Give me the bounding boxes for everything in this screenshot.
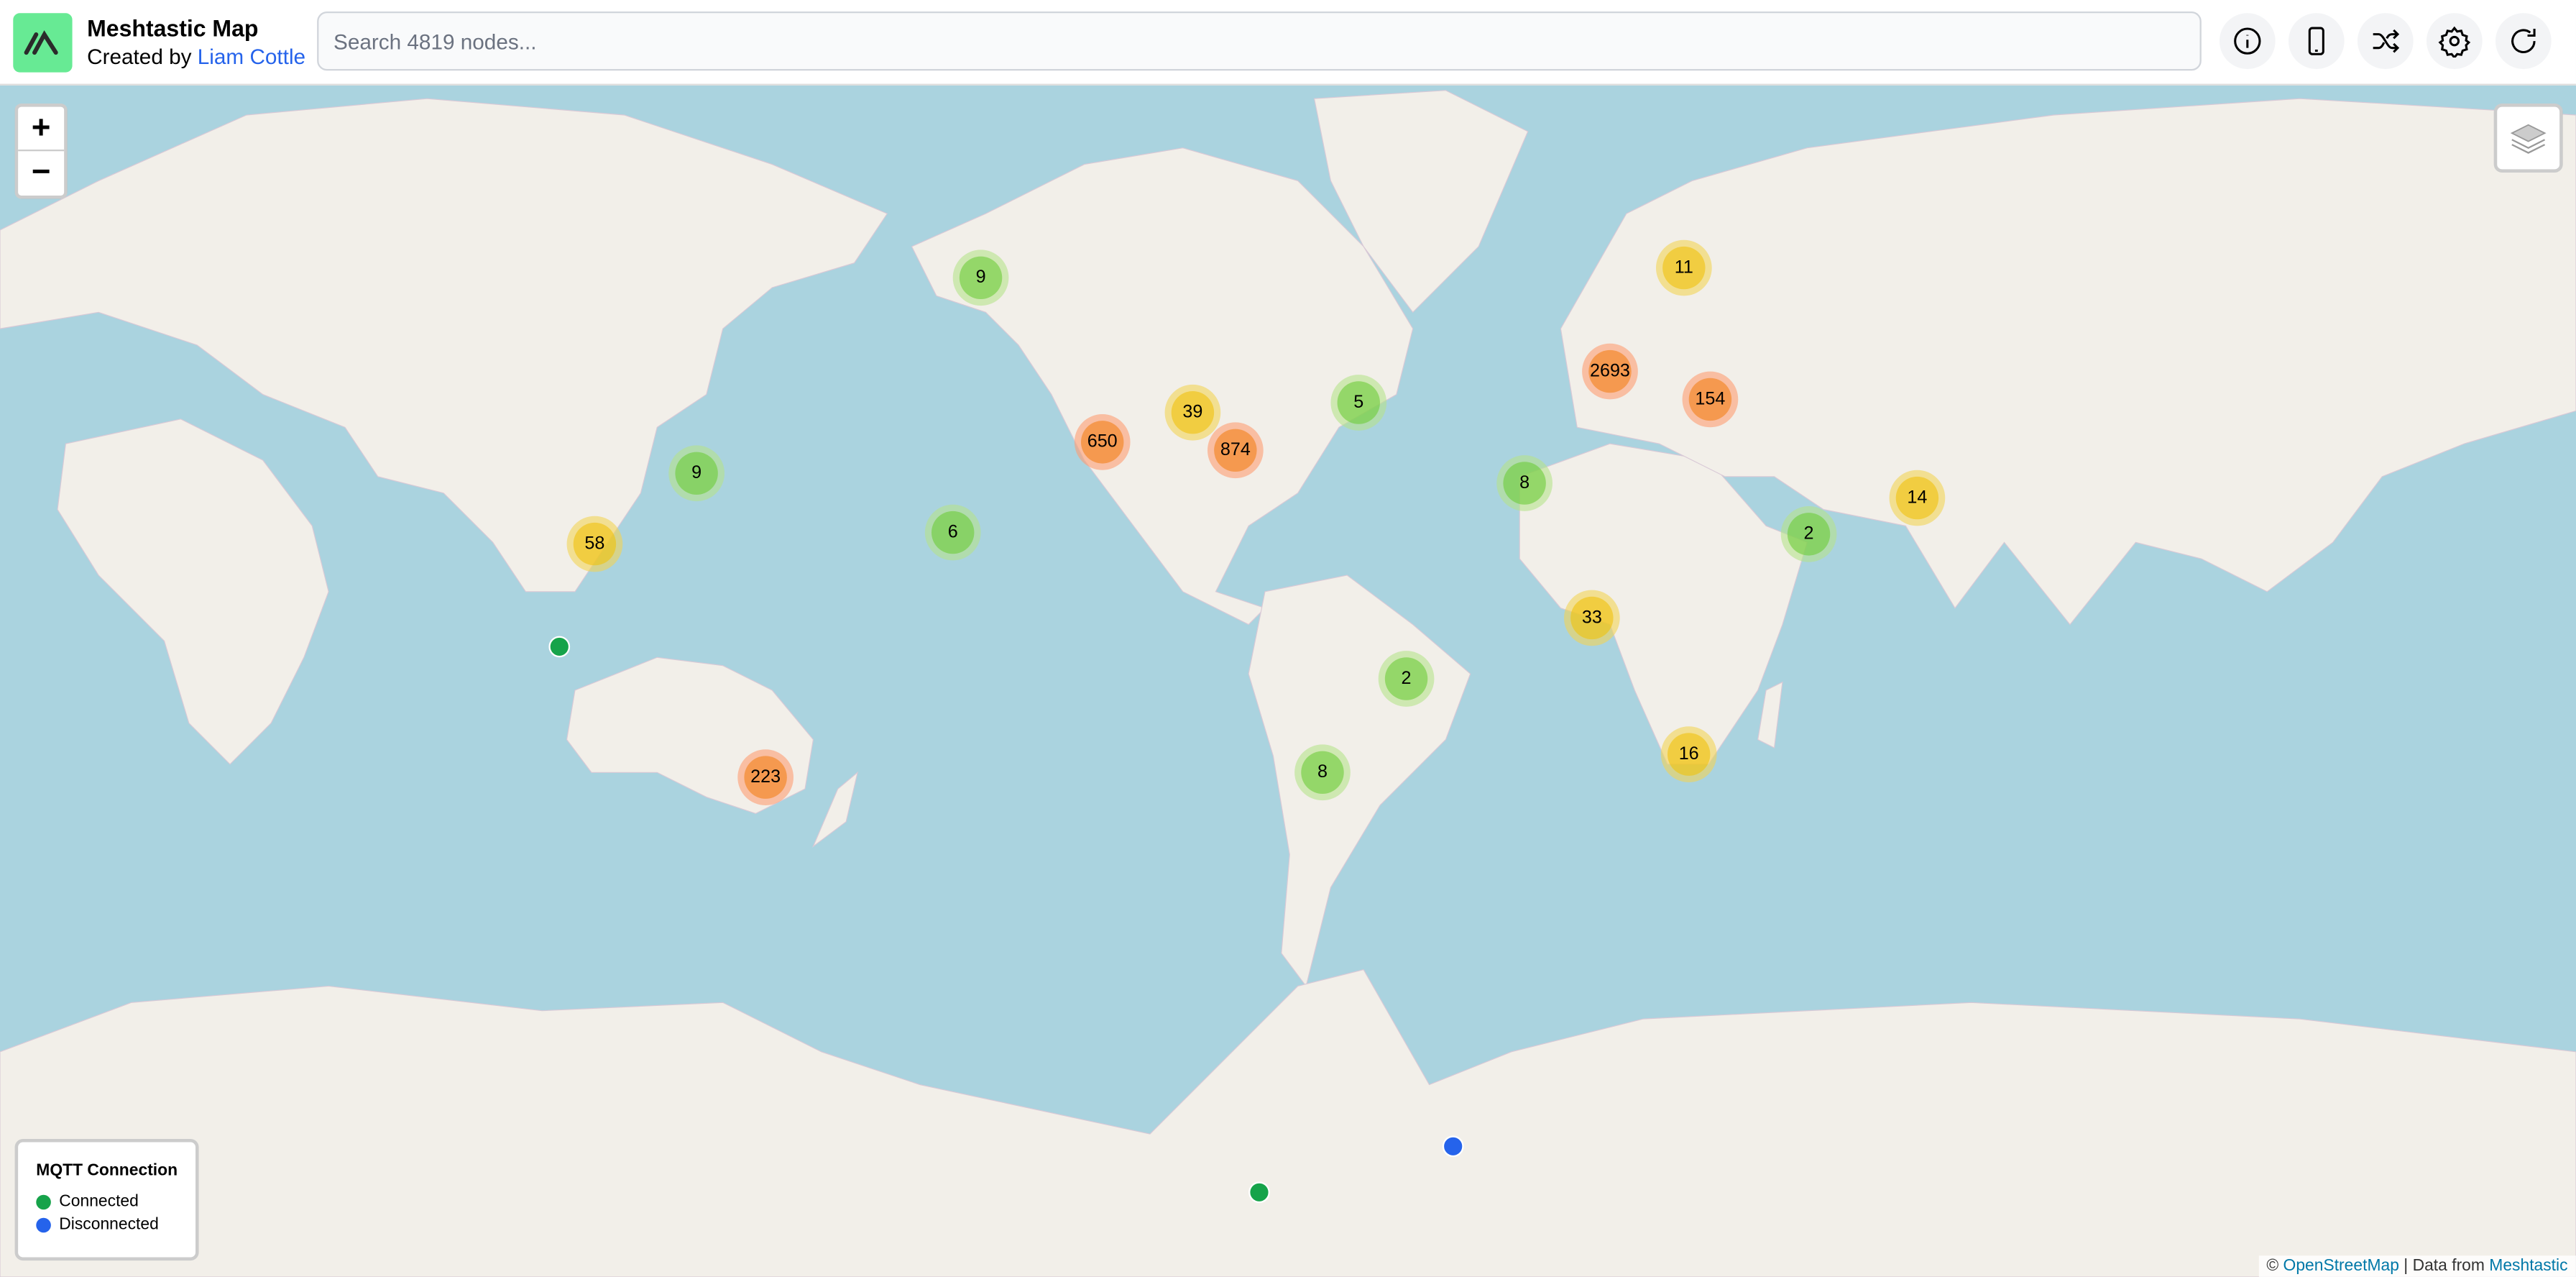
cluster-count: 14 <box>1895 476 1939 520</box>
info-icon <box>2234 27 2261 55</box>
legend-label: Connected <box>59 1193 139 1212</box>
info-button[interactable] <box>2219 13 2276 69</box>
settings-button[interactable] <box>2426 13 2483 69</box>
cluster-count: 8 <box>1301 751 1344 794</box>
cluster-count: 154 <box>1688 377 1732 421</box>
cluster-count: 9 <box>959 256 1003 299</box>
node-cluster[interactable]: 6 <box>924 504 981 561</box>
refresh-button[interactable] <box>2495 13 2552 69</box>
copyright-symbol: © <box>2266 1257 2279 1276</box>
shuffle-button[interactable] <box>2357 13 2414 69</box>
world-map[interactable]: + − 9 11 2693 154 5 39 650 874 9 8 58 6 2 14 33 2 223 8 16… <box>0 87 2576 1277</box>
cluster-count: 9 <box>675 452 718 495</box>
node-cluster[interactable]: 16 <box>1660 726 1717 782</box>
node-cluster[interactable]: 874 <box>1207 422 1264 479</box>
cluster-count: 2 <box>1384 657 1428 700</box>
node-marker-connected[interactable] <box>1248 1181 1270 1204</box>
credit: Created by Liam Cottle <box>87 45 305 69</box>
node-cluster[interactable]: 154 <box>1682 371 1739 428</box>
refresh-icon <box>2511 28 2536 53</box>
node-cluster[interactable]: 2 <box>1378 651 1435 707</box>
cluster-count: 874 <box>1214 429 1257 472</box>
node-cluster[interactable]: 223 <box>737 749 794 805</box>
meshtastic-logo[interactable] <box>13 13 73 73</box>
node-cluster[interactable]: 11 <box>1655 239 1712 296</box>
cluster-count: 11 <box>1662 246 1706 290</box>
shuffle-icon <box>2373 29 2400 53</box>
cluster-count: 650 <box>1080 421 1124 464</box>
asia-west-landmass <box>0 98 888 592</box>
node-cluster[interactable]: 5 <box>1330 375 1387 431</box>
node-cluster[interactable]: 8 <box>1496 455 1552 511</box>
node-cluster[interactable]: 58 <box>566 516 623 572</box>
layers-button[interactable] <box>2493 103 2563 173</box>
new-zealand-landmass <box>812 771 859 848</box>
map-tiles <box>0 90 2576 1277</box>
legend-item-connected: Connected <box>36 1193 196 1212</box>
cluster-count: 39 <box>1171 390 1215 434</box>
node-cluster[interactable]: 650 <box>1074 413 1131 470</box>
node-cluster[interactable]: 8 <box>1294 744 1351 801</box>
search-input[interactable] <box>317 11 2202 71</box>
node-marker-connected[interactable] <box>548 636 571 658</box>
zoom-out-button[interactable]: − <box>31 154 51 191</box>
cluster-count: 2 <box>1787 513 1831 556</box>
node-cluster[interactable]: 9 <box>668 445 724 502</box>
node-cluster[interactable]: 33 <box>1563 590 1620 646</box>
cluster-count: 58 <box>573 522 617 566</box>
created-by-label: Created by <box>87 44 192 69</box>
madagascar-landmass <box>1757 681 1783 749</box>
layers-icon <box>2510 124 2547 154</box>
eurasia-east-landmass <box>1560 98 2576 626</box>
legend-title: MQTT Connection <box>36 1161 178 1181</box>
cluster-count: 223 <box>744 756 787 799</box>
node-cluster[interactable]: 2693 <box>1582 343 1638 400</box>
cluster-count: 8 <box>1503 462 1546 505</box>
zoom-control: + − <box>14 103 68 199</box>
osm-link[interactable]: OpenStreetMap <box>2283 1257 2399 1276</box>
author-link[interactable]: Liam Cottle <box>197 44 306 69</box>
top-bar: Meshtastic Map Created by Liam Cottle <box>0 0 2576 86</box>
node-cluster[interactable]: 39 <box>1164 384 1221 441</box>
cluster-count: 2693 <box>1588 349 1632 393</box>
cluster-count: 5 <box>1337 381 1380 424</box>
attribution: © OpenStreetMap | Data from Meshtastic <box>2258 1255 2576 1277</box>
cluster-count: 16 <box>1667 733 1711 776</box>
cluster-count: 33 <box>1570 596 1614 640</box>
zoom-in-button[interactable]: + <box>18 107 65 152</box>
antarctica-landmass <box>0 969 2576 1277</box>
north-america-landmass <box>911 147 1414 626</box>
cluster-count: 6 <box>931 511 975 554</box>
app-title: Meshtastic Map <box>87 14 259 42</box>
meshtastic-link[interactable]: Meshtastic <box>2489 1257 2568 1276</box>
connected-swatch <box>36 1194 51 1210</box>
phone-icon <box>2308 27 2324 55</box>
greenland-landmass <box>1313 90 1529 313</box>
node-cluster[interactable]: 14 <box>1889 470 1946 526</box>
legend-label: Disconnected <box>59 1216 159 1235</box>
legend-item-disconnected: Disconnected <box>36 1216 196 1235</box>
node-cluster[interactable]: 9 <box>952 250 1009 306</box>
disconnected-swatch <box>36 1217 51 1233</box>
device-button[interactable] <box>2288 13 2345 69</box>
africa-west-landmass <box>57 418 329 765</box>
mqtt-legend: MQTT Connection Connected Disconnected <box>14 1138 199 1261</box>
node-cluster[interactable]: 2 <box>1780 505 1837 562</box>
node-marker-disconnected[interactable] <box>1442 1135 1464 1158</box>
attribution-separator: | Data from <box>2404 1257 2485 1276</box>
south-america-landmass <box>1248 575 1471 987</box>
gear-icon <box>2438 26 2471 58</box>
